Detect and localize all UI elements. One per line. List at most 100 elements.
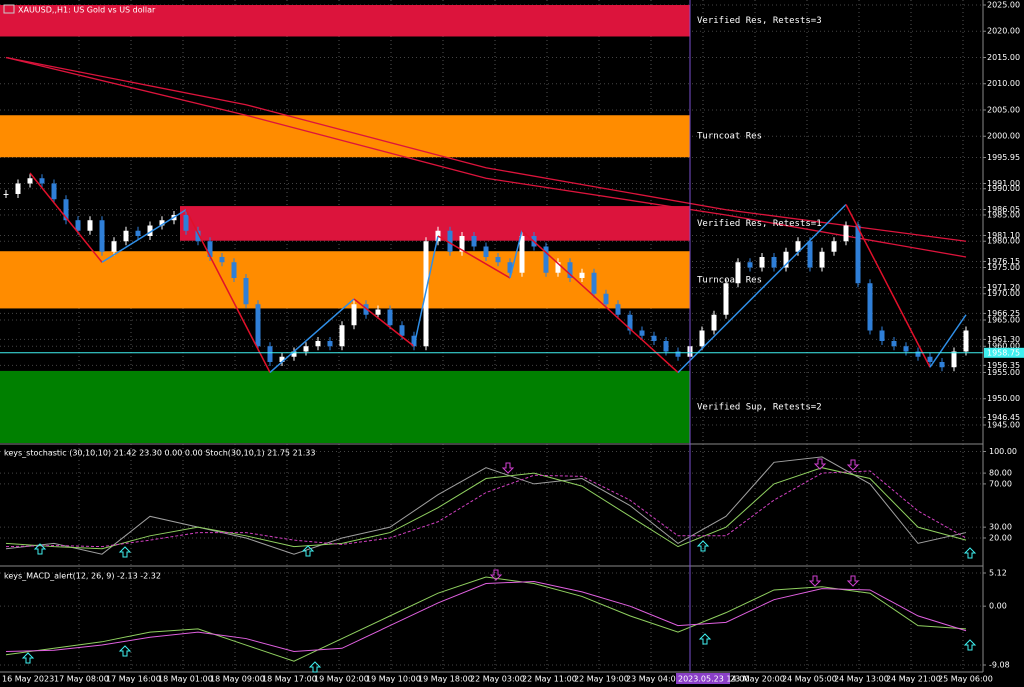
candle [351, 304, 357, 326]
candle [711, 314, 717, 331]
y-tick-label: 2000.00 [987, 132, 1020, 141]
candle [747, 262, 753, 268]
candle [735, 262, 741, 284]
candle [483, 246, 489, 257]
zone [0, 251, 690, 309]
candle [699, 330, 705, 347]
candle [915, 351, 921, 357]
y-tick-label: 20.00 [989, 533, 1012, 542]
time-label: 23 May 20:00 [730, 675, 785, 684]
y-tick-label: 1965.00 [987, 315, 1020, 324]
signal-arrow [21, 652, 35, 664]
current-price-label: 1958.75 [987, 348, 1020, 357]
signal-arrow [301, 545, 315, 557]
candle [135, 230, 141, 236]
time-label: 22 May 11:00 [522, 675, 577, 684]
y-tick-label: 1960.00 [987, 342, 1020, 351]
zigzag-segment [185, 209, 271, 373]
y-tick-label: 1981.10 [987, 231, 1020, 240]
candle [39, 178, 45, 184]
time-label: 19 May 02:00 [314, 675, 369, 684]
candle [399, 325, 405, 336]
candle [387, 309, 393, 326]
time-label: 17 May 16:00 [106, 675, 161, 684]
y-tick-label: 1991.00 [987, 179, 1020, 188]
candle [231, 262, 237, 278]
candle [63, 199, 69, 221]
candle [363, 304, 369, 315]
candle [183, 214, 189, 231]
candle [447, 230, 453, 252]
moving-average [5, 56, 967, 242]
candle [891, 340, 897, 347]
candle [87, 220, 93, 231]
y-tick-label: 1945.00 [987, 420, 1020, 429]
stochastic-line [5, 470, 967, 548]
candle [819, 251, 825, 268]
y-tick-label: 100.00 [989, 447, 1017, 456]
signal-arrow [846, 575, 860, 587]
candle [831, 241, 837, 252]
zigzag-segment [845, 204, 931, 368]
time-highlight [676, 673, 730, 684]
candle [75, 220, 81, 231]
time-label: 19 May 10:00 [366, 675, 421, 684]
zone-label: Turncoat Res [697, 275, 762, 285]
candle [723, 283, 729, 315]
candle [147, 225, 153, 236]
zigzag-segment [521, 230, 679, 374]
candle [567, 262, 573, 278]
candle [927, 356, 933, 362]
y-tick-label: 1946.45 [987, 413, 1020, 422]
signal-arrow [963, 639, 977, 651]
time-label: 23 May 04:00 [626, 675, 681, 684]
candle [255, 304, 261, 347]
zigzag-segment [413, 235, 439, 347]
y-tick-label: 0.00 [989, 602, 1007, 611]
macd-line [5, 576, 967, 662]
candle [111, 241, 117, 252]
macd-label: keys_MACD_alert(12, 26, 9) -2.13 -2.32 [4, 572, 161, 581]
time-label: 2023.05.23 14:00 [678, 675, 749, 684]
zigzag-segment [353, 298, 415, 347]
signal-arrow [33, 543, 47, 555]
candle [783, 251, 789, 268]
signal-arrow [501, 462, 515, 474]
y-tick-label: 5.12 [989, 568, 1007, 577]
y-tick-label: 1950.00 [987, 394, 1020, 403]
candle [339, 325, 345, 347]
zigzag-segment [929, 314, 967, 368]
zone [180, 206, 690, 241]
candle [807, 241, 813, 268]
candle [291, 351, 297, 357]
candle [555, 262, 561, 273]
candle [315, 340, 321, 347]
time-label: 19 May 18:00 [418, 675, 473, 684]
y-tick-label: 1971.20 [987, 283, 1020, 292]
candle [615, 304, 621, 315]
candle [519, 235, 525, 273]
time-label: 24 May 21:00 [886, 675, 941, 684]
candle [279, 356, 285, 362]
candle [843, 225, 849, 242]
time-label: 24 May 13:00 [834, 675, 889, 684]
y-tick-label: 1975.00 [987, 263, 1020, 272]
stochastic-label: keys_stochastic (30,10,10) 21.42 23.30 0… [4, 449, 315, 458]
zone-label: Turncoat Res [697, 132, 762, 142]
candle [951, 351, 957, 368]
zigzag-segment [101, 209, 187, 263]
candle [627, 314, 633, 331]
zigzag-segment [509, 230, 523, 279]
candle [591, 272, 597, 294]
candle [219, 256, 225, 263]
candle [771, 256, 777, 268]
zone [0, 4, 690, 37]
candle [939, 361, 945, 368]
y-tick-label: 2020.00 [987, 27, 1020, 36]
candle [759, 256, 765, 268]
y-tick-label: 1980.00 [987, 237, 1020, 246]
time-label: 18 May 01:00 [158, 675, 213, 684]
